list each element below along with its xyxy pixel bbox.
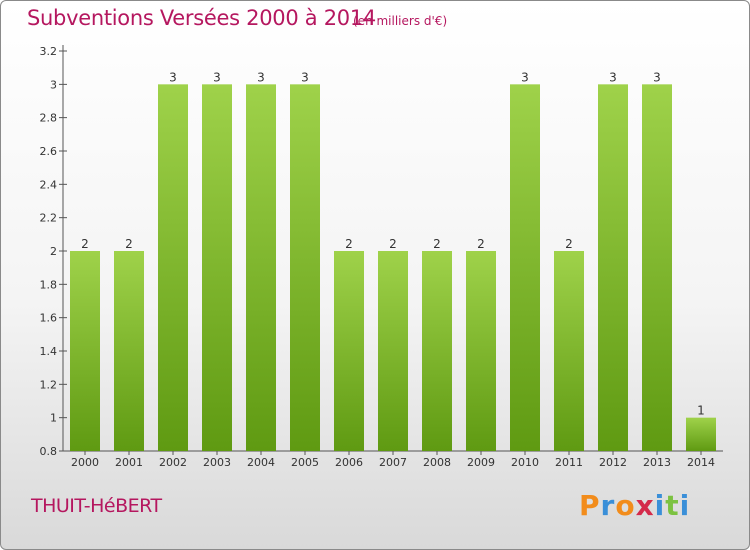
- bar: [290, 84, 320, 451]
- data-label: 2: [565, 237, 573, 251]
- x-tick-label: 2008: [423, 456, 451, 469]
- data-label: 3: [609, 70, 617, 84]
- logo-letter: x: [635, 489, 655, 522]
- logo-letter: i: [654, 489, 666, 522]
- logo-letter: o: [615, 489, 636, 522]
- data-label: 2: [433, 237, 441, 251]
- y-tick-label: 2.6: [40, 145, 58, 158]
- y-tick-label: 3: [50, 78, 57, 91]
- chart-unit: (en milliers d'€): [353, 14, 448, 28]
- data-label: 2: [81, 237, 89, 251]
- logo-letter: t: [665, 489, 680, 522]
- y-tick-label: 2.4: [40, 178, 58, 191]
- logo-letter: P: [579, 489, 601, 522]
- bar: [202, 84, 232, 451]
- proxiti-logo[interactable]: Proxiti: [579, 489, 690, 522]
- y-tick-label: 1.6: [40, 312, 58, 325]
- bar: [114, 251, 144, 451]
- x-tick-label: 2007: [379, 456, 407, 469]
- x-tick-label: 2011: [555, 456, 583, 469]
- bar: [422, 251, 452, 451]
- bar: [246, 84, 276, 451]
- x-tick-label: 2002: [159, 456, 187, 469]
- bar: [70, 251, 100, 451]
- x-tick-label: 2005: [291, 456, 319, 469]
- data-label: 3: [213, 70, 221, 84]
- data-label: 2: [389, 237, 397, 251]
- bar: [466, 251, 496, 451]
- data-label: 1: [697, 404, 705, 418]
- y-tick-label: 2.2: [40, 212, 58, 225]
- bar: [554, 251, 584, 451]
- x-tick-label: 2010: [511, 456, 539, 469]
- y-tick-label: 2: [50, 245, 57, 258]
- x-tick-label: 2004: [247, 456, 275, 469]
- bar: [686, 417, 716, 451]
- x-tick-label: 2013: [643, 456, 671, 469]
- y-tick-label: 2.8: [40, 112, 58, 125]
- logo-letter: i: [679, 489, 691, 522]
- logo-letter: r: [600, 489, 616, 522]
- y-tick-label: 1.8: [40, 278, 58, 291]
- data-label: 2: [345, 237, 353, 251]
- data-label: 3: [257, 70, 265, 84]
- y-tick-label: 1.4: [40, 345, 58, 358]
- chart-title: Subventions Versées 2000 à 2014: [27, 6, 376, 30]
- data-label: 3: [169, 70, 177, 84]
- x-tick-label: 2000: [71, 456, 99, 469]
- x-tick-label: 2014: [687, 456, 715, 469]
- x-tick-label: 2001: [115, 456, 143, 469]
- data-label: 2: [125, 237, 133, 251]
- x-tick-label: 2009: [467, 456, 495, 469]
- y-tick-label: 0.8: [40, 445, 58, 458]
- x-tick-label: 2012: [599, 456, 627, 469]
- data-label: 3: [301, 70, 309, 84]
- bar: [642, 84, 672, 451]
- y-tick-label: 1.2: [40, 378, 58, 391]
- data-label: 3: [653, 70, 661, 84]
- data-label: 3: [521, 70, 529, 84]
- y-tick-label: 3.2: [40, 45, 58, 58]
- data-label: 2: [477, 237, 485, 251]
- commune-name: THUIT-HéBERT: [31, 495, 162, 517]
- bar: [598, 84, 628, 451]
- bar: [510, 84, 540, 451]
- x-tick-label: 2006: [335, 456, 363, 469]
- bar: [334, 251, 364, 451]
- y-tick-label: 1: [50, 412, 57, 425]
- x-tick-label: 2003: [203, 456, 231, 469]
- bar: [378, 251, 408, 451]
- bar: [158, 84, 188, 451]
